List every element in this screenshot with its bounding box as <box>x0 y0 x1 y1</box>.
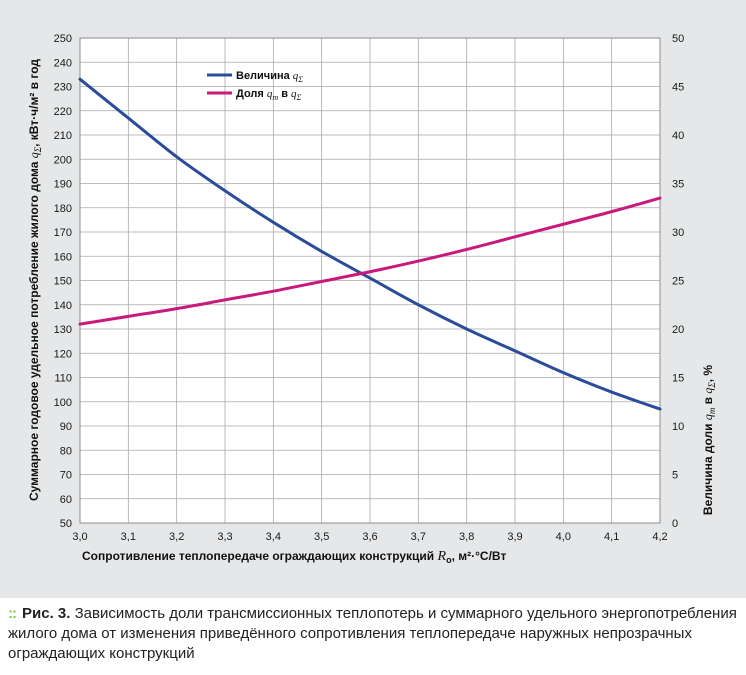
x-tick-label: 3,6 <box>362 531 377 543</box>
right-axis-ticks: 0 5 10 15 20 25 30 35 40 45 50 <box>672 33 684 530</box>
y-left-tick-label: 150 <box>54 276 72 288</box>
y-left-tick-label: 250 <box>54 33 72 45</box>
x-tick-label: 3,8 <box>459 531 474 543</box>
y-left-tick-label: 90 <box>60 421 72 433</box>
line-chart: 5060708090100110120130140150160170180190… <box>27 33 717 565</box>
x-tick-label: 3,4 <box>266 531 281 543</box>
y-left-tick-label: 60 <box>60 494 72 506</box>
series-line-2 <box>78 196 662 326</box>
y-left-tick-label: 210 <box>54 130 72 142</box>
y-left-tick-label: 180 <box>54 203 72 215</box>
x-tick-label: 3,2 <box>169 531 184 543</box>
y-right-tick-label: 20 <box>672 324 684 336</box>
legend-label-series-2: Доля qт в qΣ <box>236 88 302 102</box>
y-left-tick-label: 200 <box>54 154 72 166</box>
y-left-tick-label: 170 <box>54 227 72 239</box>
x-tick-label: 3,7 <box>411 531 426 543</box>
y-right-tick-label: 35 <box>672 179 684 191</box>
caption-bullet-icon: :: <box>8 605 17 622</box>
y-left-tick-label: 70 <box>60 470 72 482</box>
y-right-tick-label: 50 <box>672 33 684 45</box>
series-line-1 <box>78 77 662 411</box>
y-right-tick-label: 5 <box>672 470 678 482</box>
chart-panel: 50 60 70 80 90 100 110 120 130 140 150 160 170 180 190… <box>0 0 746 598</box>
y-left-tick-label: 160 <box>54 251 72 263</box>
y-left-tick-label: 50 <box>60 518 72 530</box>
y-left-tick-label: 220 <box>54 106 72 118</box>
x-axis-title: Сопротивление теплопередаче ограждающих … <box>82 549 506 565</box>
y-right-tick-label: 45 <box>672 82 684 94</box>
y-left-tick-label: 100 <box>54 397 72 409</box>
y-right-tick-label: 40 <box>672 130 684 142</box>
x-axis-ticks: 3,0 3,1 3,2 3,3 3,4 3,5 3,6 3,7 3,8 3,9 4,0 4,1 4,2 <box>72 531 667 543</box>
legend: Величина qΣ Доля qт в qΣ <box>207 70 303 102</box>
y-left-tick-label: 240 <box>54 57 72 69</box>
x-tick-label: 4,2 <box>652 531 667 543</box>
y-left-tick-label: 80 <box>60 445 72 457</box>
y-right-tick-label: 0 <box>672 518 678 530</box>
y-right-tick-label: 25 <box>672 276 684 288</box>
x-tick-label: 3,0 <box>72 531 87 543</box>
y-left-tick-label: 120 <box>54 348 72 360</box>
caption-lead: Рис. 3. <box>22 605 71 622</box>
grid-lines <box>79 37 661 524</box>
x-tick-label: 3,1 <box>121 531 136 543</box>
y-left-tick-label: 190 <box>54 179 72 191</box>
y-left-tick-label: 140 <box>54 300 72 312</box>
y-right-tick-label: 30 <box>672 227 684 239</box>
y-left-tick-label: 230 <box>54 82 72 94</box>
series-lines <box>78 77 662 411</box>
x-tick-label: 3,3 <box>217 531 232 543</box>
x-tick-label: 4,0 <box>556 531 571 543</box>
figure-caption: :: Рис. 3. Зависимость доли трансмиссионн… <box>8 604 740 664</box>
y-left-tick-label: 130 <box>54 324 72 336</box>
y-right-axis-title: Величина доли qт в qΣ, % <box>701 365 717 515</box>
y-right-tick-label: 15 <box>672 373 684 385</box>
y-left-tick-label: 110 <box>54 373 72 385</box>
plot-border <box>79 37 661 524</box>
caption-text: Зависимость доли трансмиссионных теплопо… <box>8 605 737 662</box>
x-tick-label: 3,9 <box>507 531 522 543</box>
x-tick-label: 4,1 <box>604 531 619 543</box>
y-left-axis-title: Суммарное годовое удельное потребление ж… <box>27 59 43 501</box>
y-right-tick-label: 10 <box>672 421 684 433</box>
legend-label-series-1: Величина qΣ <box>236 70 303 84</box>
x-tick-label: 3,5 <box>314 531 329 543</box>
left-axis-ticks: 50 60 70 80 90 100 110 120 130 140 150 160 170 180 190… <box>54 33 72 530</box>
